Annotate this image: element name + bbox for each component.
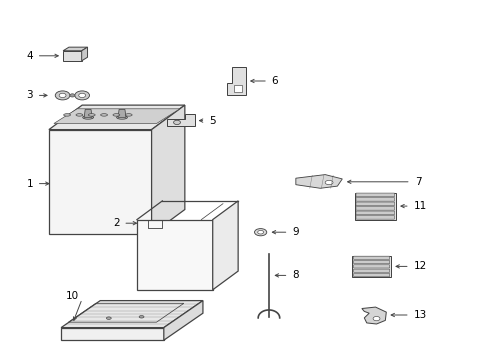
Polygon shape — [84, 109, 92, 117]
Text: 9: 9 — [292, 227, 299, 237]
Ellipse shape — [101, 114, 107, 116]
Polygon shape — [151, 105, 184, 234]
Ellipse shape — [59, 93, 66, 98]
Polygon shape — [354, 193, 395, 220]
Polygon shape — [63, 47, 87, 51]
FancyBboxPatch shape — [355, 193, 394, 197]
Text: 10: 10 — [66, 291, 79, 301]
Ellipse shape — [116, 116, 127, 119]
Ellipse shape — [113, 114, 120, 116]
Ellipse shape — [106, 317, 111, 319]
Polygon shape — [61, 328, 163, 340]
Polygon shape — [351, 256, 390, 277]
Polygon shape — [227, 67, 245, 95]
Polygon shape — [49, 105, 184, 130]
Ellipse shape — [125, 114, 132, 116]
Ellipse shape — [75, 91, 89, 100]
Polygon shape — [234, 85, 242, 92]
Ellipse shape — [372, 316, 379, 321]
Polygon shape — [63, 51, 81, 61]
Polygon shape — [118, 109, 126, 117]
Ellipse shape — [82, 116, 93, 119]
FancyBboxPatch shape — [355, 207, 394, 210]
Text: 2: 2 — [113, 218, 120, 228]
Ellipse shape — [79, 93, 85, 98]
FancyBboxPatch shape — [355, 202, 394, 206]
Ellipse shape — [173, 120, 180, 125]
FancyBboxPatch shape — [353, 269, 389, 273]
Polygon shape — [163, 301, 203, 340]
Ellipse shape — [88, 114, 95, 116]
Text: 12: 12 — [413, 261, 426, 271]
Text: 8: 8 — [292, 270, 299, 280]
Polygon shape — [361, 307, 386, 324]
Text: 5: 5 — [209, 116, 216, 126]
Ellipse shape — [70, 94, 75, 97]
FancyBboxPatch shape — [353, 265, 389, 268]
Ellipse shape — [55, 91, 70, 100]
Polygon shape — [49, 130, 151, 234]
FancyBboxPatch shape — [355, 216, 394, 219]
Text: 11: 11 — [413, 201, 426, 211]
Polygon shape — [61, 301, 203, 328]
Polygon shape — [54, 109, 180, 123]
Text: 6: 6 — [271, 76, 278, 86]
FancyBboxPatch shape — [353, 261, 389, 264]
FancyBboxPatch shape — [353, 274, 389, 276]
Ellipse shape — [76, 114, 82, 116]
Text: 4: 4 — [26, 51, 33, 61]
Polygon shape — [81, 47, 87, 61]
Polygon shape — [137, 220, 212, 290]
Ellipse shape — [257, 230, 263, 234]
Ellipse shape — [254, 229, 266, 236]
Polygon shape — [167, 114, 194, 126]
Text: 1: 1 — [26, 179, 33, 189]
FancyBboxPatch shape — [355, 198, 394, 201]
FancyBboxPatch shape — [353, 256, 389, 259]
Polygon shape — [212, 201, 238, 290]
Ellipse shape — [63, 114, 70, 116]
FancyBboxPatch shape — [355, 211, 394, 215]
Polygon shape — [295, 175, 342, 188]
Ellipse shape — [139, 315, 143, 318]
Ellipse shape — [325, 180, 332, 185]
Text: 13: 13 — [413, 310, 426, 320]
Text: 7: 7 — [414, 177, 421, 187]
Text: 3: 3 — [26, 90, 33, 100]
